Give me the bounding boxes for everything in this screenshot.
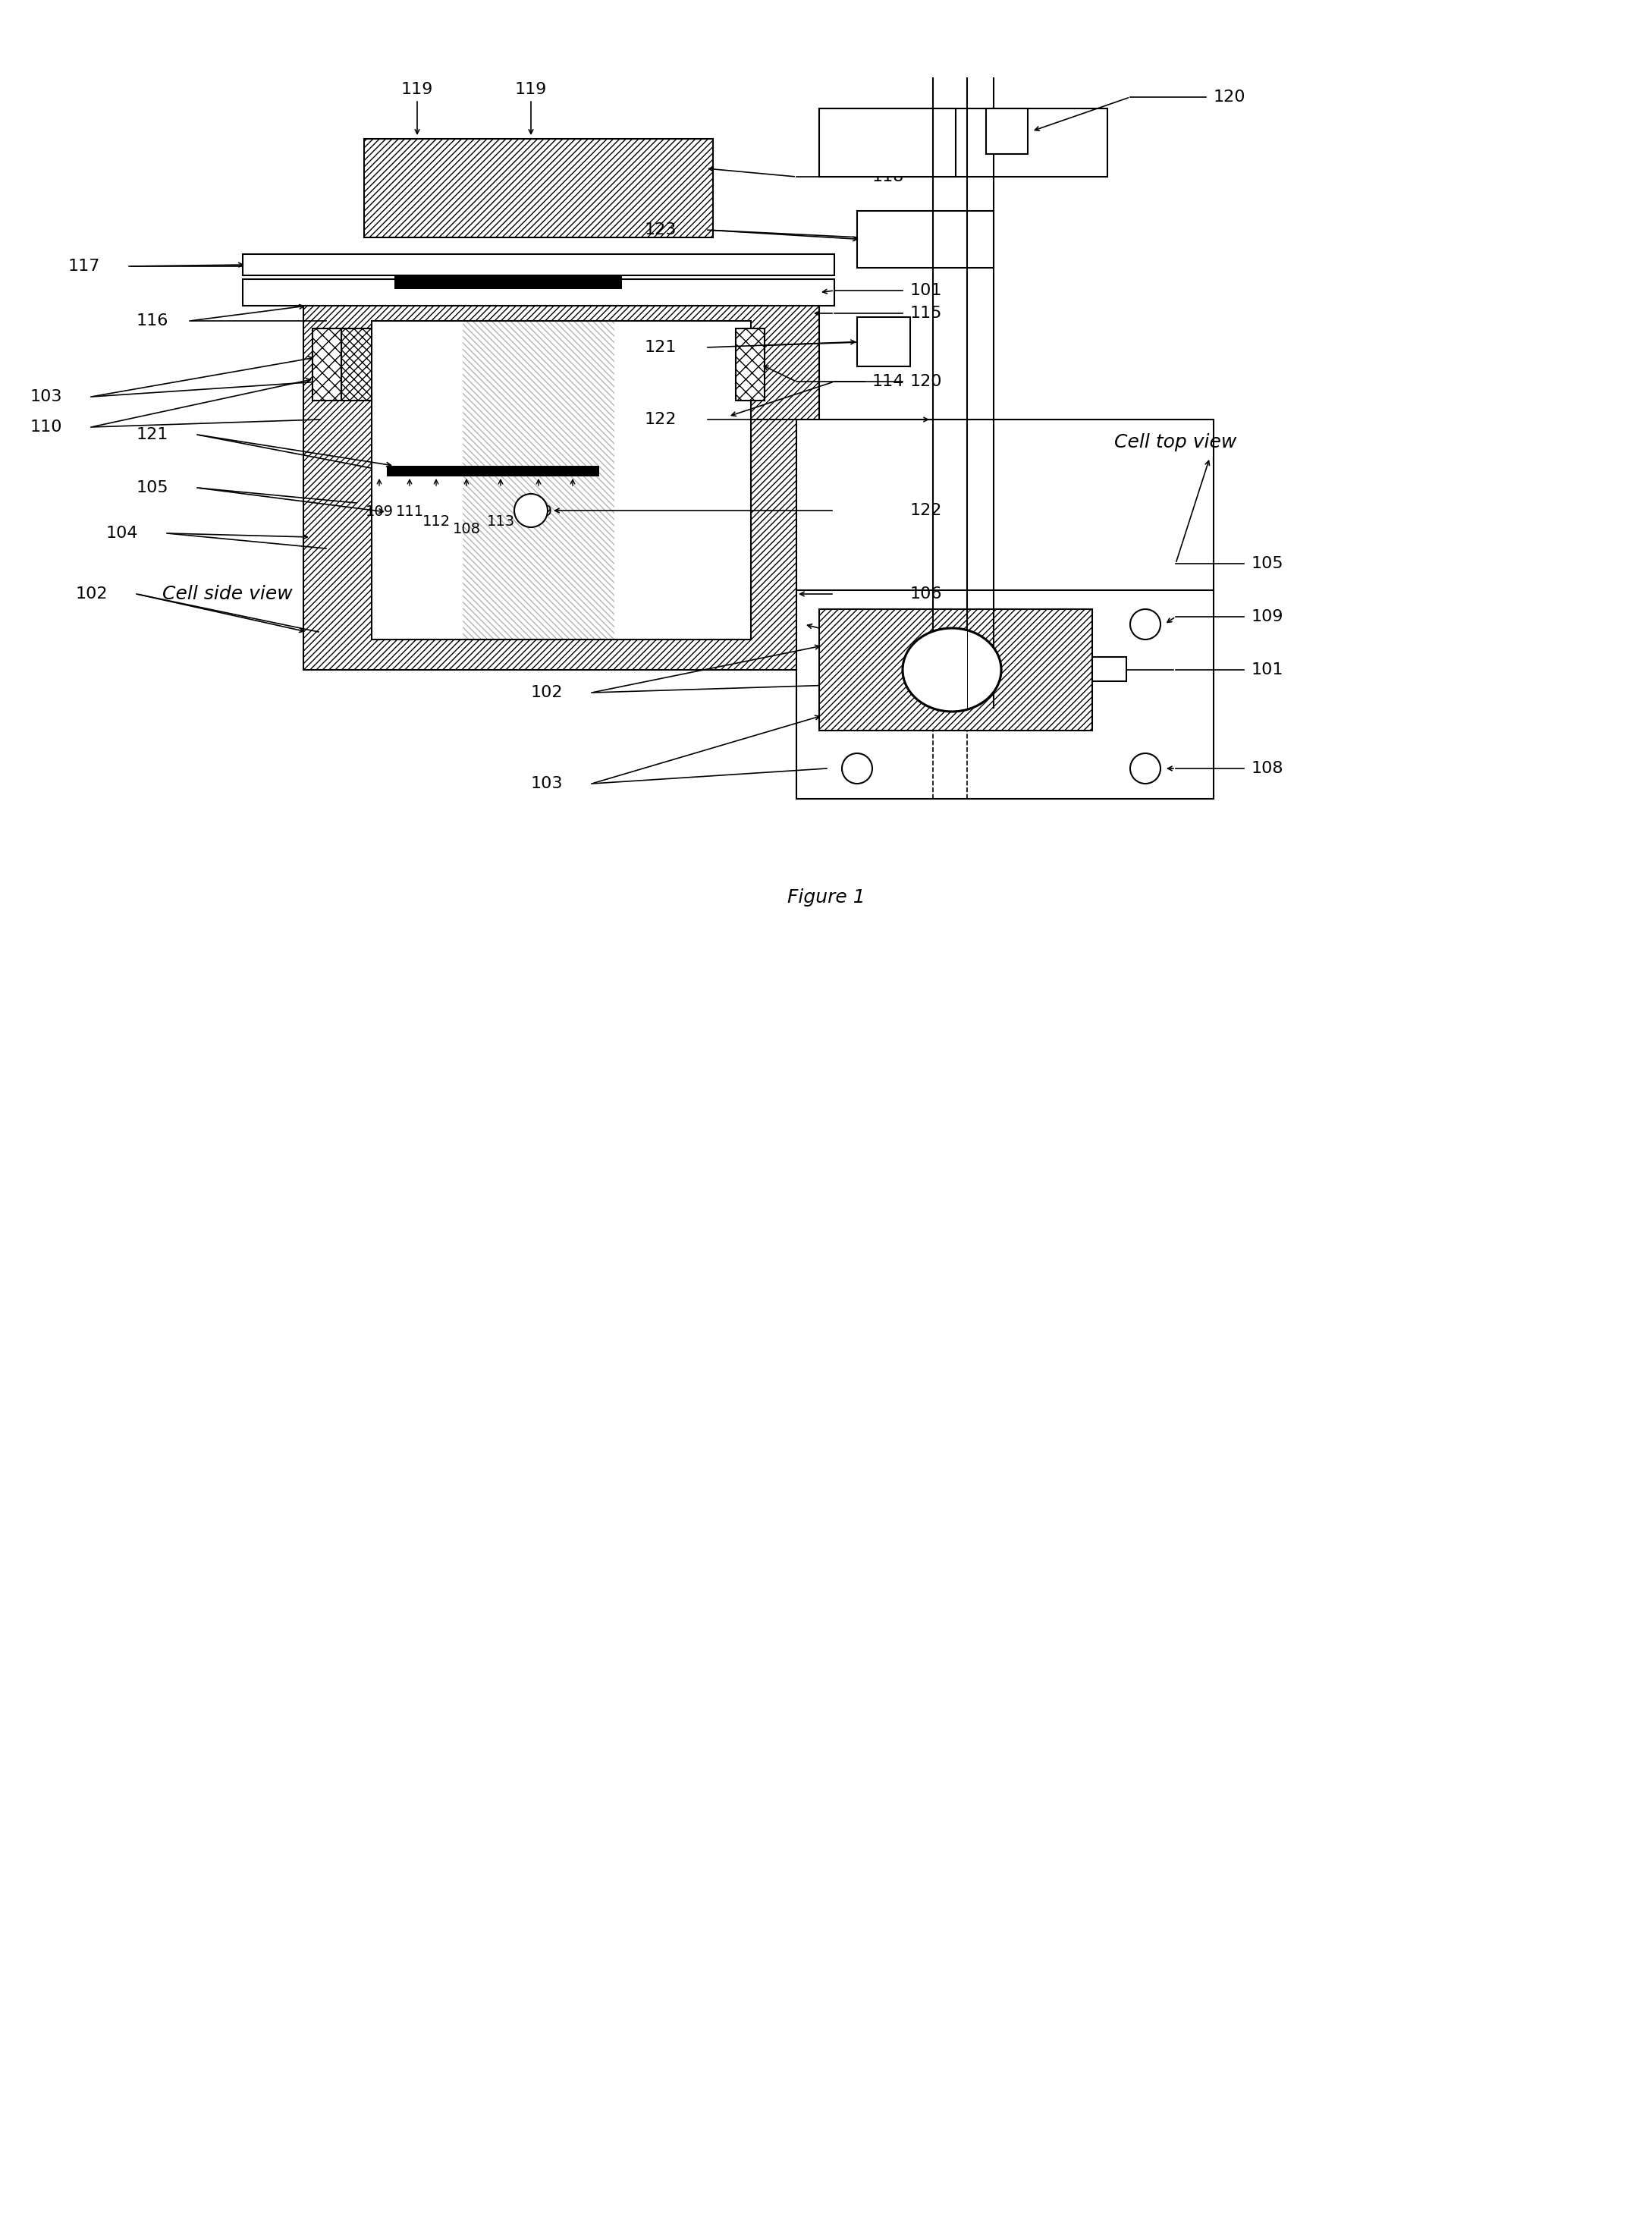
Text: 119: 119 [401, 82, 433, 98]
Text: 109: 109 [524, 505, 552, 518]
Text: 123: 123 [644, 222, 677, 238]
Text: 103: 103 [530, 777, 563, 792]
Bar [857, 211, 993, 267]
Text: 120: 120 [1214, 89, 1246, 105]
Text: 117: 117 [68, 258, 101, 274]
Text: 104: 104 [106, 525, 139, 541]
Text: 115: 115 [910, 305, 942, 320]
Text: Cell side view: Cell side view [162, 585, 292, 603]
Bar [395, 276, 621, 289]
Text: 105: 105 [137, 481, 169, 496]
Text: 107: 107 [910, 625, 942, 639]
Text: 111: 111 [395, 505, 423, 518]
Bar [243, 278, 834, 305]
Text: 101: 101 [910, 283, 942, 298]
Text: 102: 102 [530, 685, 563, 701]
Bar [363, 138, 714, 238]
Text: 109: 109 [365, 505, 393, 518]
Bar [304, 291, 819, 670]
Bar [1092, 656, 1127, 681]
Bar [857, 318, 910, 367]
Bar [735, 329, 765, 400]
Text: 114: 114 [872, 374, 904, 389]
Text: 121: 121 [137, 427, 169, 443]
Text: 103: 103 [30, 389, 63, 405]
Bar [463, 320, 615, 639]
Bar [363, 138, 714, 238]
Bar [819, 610, 1092, 730]
Bar [342, 329, 735, 400]
Text: 109: 109 [1252, 610, 1284, 625]
Text: 112: 112 [421, 514, 451, 530]
Bar [819, 109, 957, 176]
Circle shape [1130, 754, 1160, 783]
Bar [312, 329, 342, 400]
Text: 108: 108 [453, 523, 481, 536]
Text: 121: 121 [644, 340, 677, 356]
Bar [342, 329, 735, 400]
Text: 118: 118 [872, 169, 904, 185]
Text: 108: 108 [1252, 761, 1284, 777]
Text: 120: 120 [910, 374, 942, 389]
Text: 122: 122 [910, 503, 942, 518]
Text: 106: 106 [910, 587, 942, 601]
Text: 105: 105 [1252, 556, 1284, 572]
Text: 119: 119 [515, 82, 547, 98]
Bar [243, 254, 834, 276]
Text: 122: 122 [644, 412, 677, 427]
Bar [387, 465, 600, 476]
Bar [735, 329, 765, 400]
Text: 113: 113 [487, 514, 515, 530]
Bar [372, 320, 752, 639]
Bar [304, 291, 819, 670]
Text: 101: 101 [1252, 663, 1284, 676]
Circle shape [1130, 610, 1160, 639]
Circle shape [514, 494, 547, 527]
Bar [986, 109, 1028, 154]
Text: 116: 116 [137, 314, 169, 329]
Text: 102: 102 [76, 587, 107, 601]
Text: 110: 110 [30, 421, 63, 434]
Bar [312, 329, 342, 400]
Bar [819, 109, 1107, 176]
Ellipse shape [902, 627, 1001, 712]
Bar [819, 610, 1092, 730]
Text: Figure 1: Figure 1 [786, 888, 866, 906]
Circle shape [843, 754, 872, 783]
Text: Cell top view: Cell top view [1115, 434, 1237, 452]
Bar [796, 421, 1214, 799]
Circle shape [843, 610, 872, 639]
